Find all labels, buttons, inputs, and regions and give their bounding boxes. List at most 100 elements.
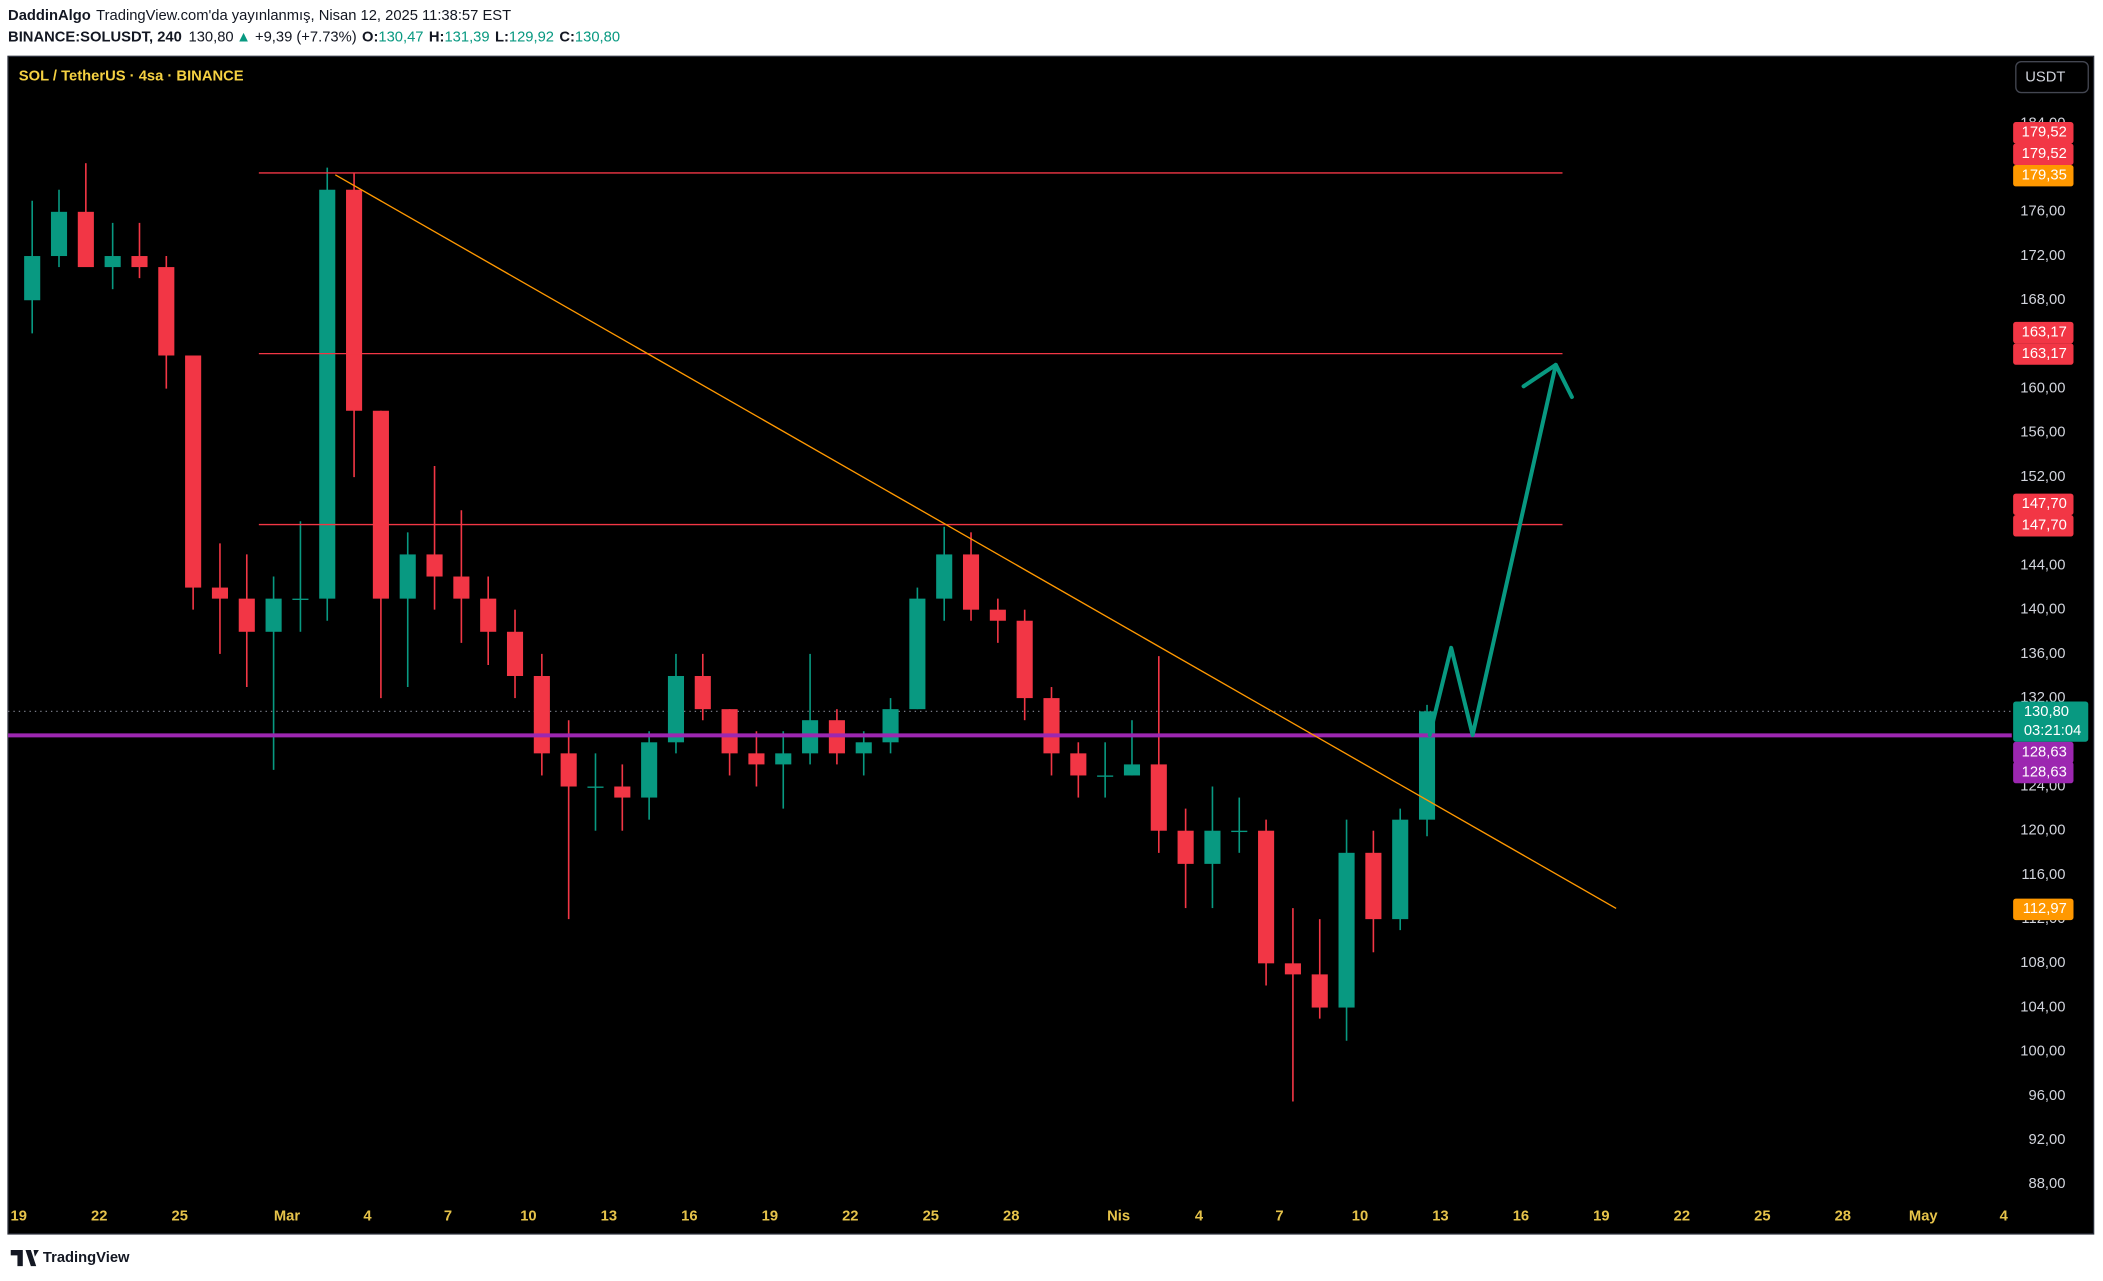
brand: TradingView	[43, 1250, 130, 1266]
open-label: O:	[362, 29, 378, 45]
header-line-2: BINANCE:SOLUSDT, 240 130,80 ▲ +9,39 (+7.73%…	[8, 29, 620, 45]
axis-price-box	[2013, 515, 2074, 537]
y-tick-label: 96,00	[2029, 1088, 2066, 1104]
x-tick-label: 4	[1195, 1208, 1204, 1224]
x-tick-label: 19	[1593, 1208, 1609, 1224]
high-value: 131,39	[444, 29, 489, 45]
candle-body	[77, 211, 94, 268]
axis-price-box	[2013, 321, 2074, 344]
axis-price-box	[2013, 493, 2074, 516]
y-tick-label: 172,00	[2020, 248, 2065, 264]
candle-body	[104, 256, 121, 268]
y-tick-label: 88,00	[2029, 1176, 2066, 1192]
x-tick-label: May	[1909, 1208, 1938, 1224]
axis-price-label: 147,70	[2022, 518, 2067, 534]
candle-body	[1177, 830, 1194, 864]
x-tick-label: 25	[923, 1208, 939, 1224]
trendline	[334, 174, 1617, 909]
change-arrow: ▲	[236, 29, 251, 45]
x-tick-label: 19	[11, 1208, 27, 1224]
published: TradingView.com'da yayınlanmış, Nisan 12…	[96, 8, 511, 24]
y-tick-label: 108,00	[2020, 955, 2065, 971]
x-tick-label: 10	[520, 1208, 536, 1224]
footer-logo	[10, 1250, 39, 1267]
current-price-box	[2013, 701, 2089, 742]
currency[interactable]: USDT	[2025, 70, 2065, 86]
candle-body	[319, 189, 336, 599]
y-tick-label: 156,00	[2020, 425, 2065, 441]
currency-button[interactable]	[2015, 61, 2089, 94]
candle-body	[694, 675, 711, 710]
candle-body	[238, 598, 255, 632]
change: +9,39 (+7.73%)	[255, 29, 357, 45]
candle-body	[506, 631, 524, 676]
y-tick-label: 92,00	[2029, 1132, 2066, 1148]
header-line-1: DaddinAlgo TradingView.com'da yayınlanmış…	[8, 8, 511, 24]
candle-body	[962, 554, 980, 610]
x-tick-label: 13	[601, 1208, 617, 1224]
candle-body	[185, 355, 202, 588]
candle-body	[1392, 819, 1409, 920]
candle-body	[1097, 775, 1114, 777]
x-tick-label: 10	[1352, 1208, 1368, 1224]
projection-arrow	[1427, 362, 1574, 738]
candle-body	[372, 410, 389, 599]
candle-body	[909, 598, 926, 710]
axis-price-box	[2013, 741, 2074, 764]
axis-price-label: 179,35	[2022, 168, 2067, 184]
axis-price-box	[2013, 122, 2074, 144]
axis-price-label: 128,63	[2022, 764, 2067, 780]
axis-price-box	[2013, 343, 2074, 365]
candle-body	[158, 267, 175, 356]
axis-price-label: 112,97	[2023, 901, 2067, 917]
candle-body	[211, 587, 229, 599]
y-tick-label: 104,00	[2020, 999, 2065, 1015]
symbol: BINANCE:SOLUSDT, 240	[8, 29, 182, 45]
candle-body	[453, 576, 470, 599]
candle-body	[560, 753, 577, 787]
x-tick-label: Nis	[1107, 1208, 1130, 1224]
y-tick-label: 144,00	[2020, 557, 2065, 573]
candle-body	[399, 554, 416, 599]
candle-body	[265, 598, 282, 632]
candle-body	[614, 786, 631, 798]
candle-body	[721, 709, 738, 754]
candle-body	[292, 598, 309, 600]
axis-price-box	[2013, 164, 2074, 187]
x-tick-label: 25	[1754, 1208, 1770, 1224]
x-tick-label: 7	[1275, 1208, 1283, 1224]
candle-body	[480, 598, 497, 632]
x-tick-label: 13	[1432, 1208, 1448, 1224]
y-tick-label: 120,00	[2020, 823, 2065, 839]
candle-body	[24, 256, 41, 301]
y-tick-label: 116,00	[2021, 867, 2065, 883]
candle-body	[131, 256, 148, 268]
candle-body	[748, 753, 765, 765]
x-tick-label: 22	[91, 1208, 107, 1224]
x-tick-label: 19	[762, 1208, 778, 1224]
y-tick-label: 152,00	[2020, 469, 2065, 485]
axis-price-label: 179,52	[2022, 125, 2067, 141]
candle-body	[533, 675, 550, 754]
candle-body	[346, 189, 363, 411]
x-tick-label: 4	[363, 1208, 372, 1224]
candle-body	[1150, 764, 1167, 831]
x-tick-label: 4	[2000, 1208, 2009, 1224]
candle-body	[855, 742, 872, 754]
x-tick-label: 28	[1003, 1208, 1019, 1224]
candle-body	[1258, 830, 1275, 964]
y-tick-label: 176,00	[2020, 204, 2065, 220]
current-price-label: 130,80	[2024, 704, 2069, 720]
open-value: 130,47	[378, 29, 423, 45]
candle-body	[667, 675, 685, 743]
axis-price-label: 179,52	[2022, 146, 2067, 162]
candle-body	[641, 742, 658, 798]
axis-price-box	[2013, 143, 2074, 165]
candle-body	[1070, 753, 1087, 776]
low-value: 129,92	[509, 29, 554, 45]
high-label: H:	[429, 29, 445, 45]
x-tick-label: 28	[1835, 1208, 1851, 1224]
x-tick-label: 22	[842, 1208, 858, 1224]
